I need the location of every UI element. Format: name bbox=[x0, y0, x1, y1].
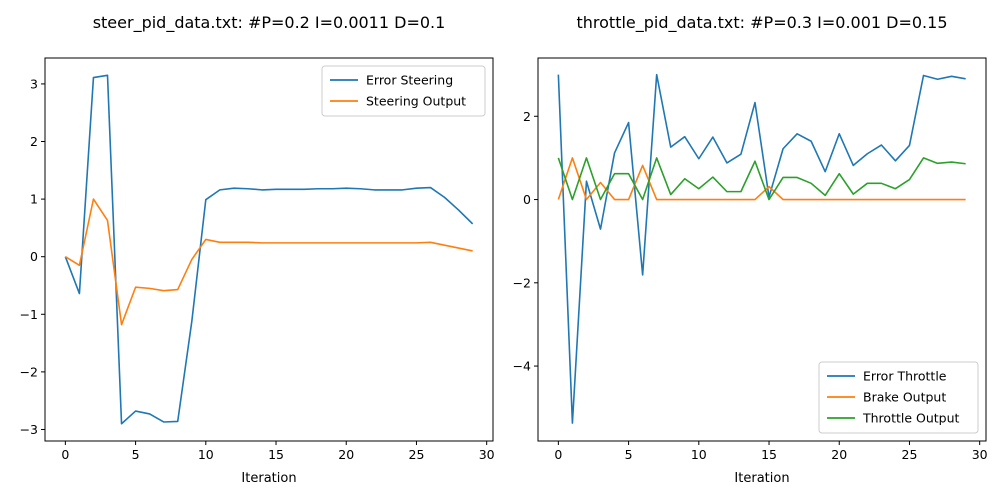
subplot-2: throttle_pid_data.txt: #P=0.3 I=0.001 D=… bbox=[513, 13, 988, 486]
x-tick-label: 30 bbox=[972, 447, 988, 462]
series-line-2 bbox=[557, 157, 966, 201]
y-tick-label: 1 bbox=[30, 192, 38, 207]
legend-entry: Error Throttle bbox=[863, 369, 947, 384]
x-tick-label: 15 bbox=[761, 447, 777, 462]
y-tick-label: −2 bbox=[513, 275, 531, 290]
y-tick-label: 2 bbox=[523, 109, 531, 124]
legend: Error Steering Steering Output bbox=[321, 65, 486, 117]
x-tick-label: 25 bbox=[902, 447, 918, 462]
legend-box bbox=[818, 361, 979, 434]
y-tick-label: −1 bbox=[20, 307, 38, 322]
x-tick-label: 0 bbox=[554, 447, 562, 462]
x-tick-label: 5 bbox=[132, 447, 140, 462]
chart-title: steer_pid_data.txt: #P=0.2 I=0.0011 D=0.… bbox=[93, 13, 446, 33]
x-tick-label: 30 bbox=[479, 447, 495, 462]
plot-frame bbox=[537, 57, 987, 442]
y-tick-label: −4 bbox=[513, 359, 531, 374]
y-tick-label: 2 bbox=[30, 134, 38, 149]
x-axis-label: Iteration bbox=[734, 471, 789, 486]
y-tick-label: −3 bbox=[20, 422, 38, 437]
legend-entry: Steering Output bbox=[366, 94, 466, 109]
x-axis-label: Iteration bbox=[241, 471, 296, 486]
legend-box bbox=[321, 65, 486, 117]
legend-entry: Throttle Output bbox=[862, 411, 960, 426]
plot-frame bbox=[44, 57, 494, 442]
y-tick-label: 0 bbox=[30, 249, 38, 264]
x-tick-label: 10 bbox=[691, 447, 707, 462]
y-tick-label: 3 bbox=[30, 76, 38, 91]
x-tick-label: 10 bbox=[198, 447, 214, 462]
legend: Error Throttle Brake Output Throttle Outpu… bbox=[818, 361, 979, 434]
chart-title: throttle_pid_data.txt: #P=0.3 I=0.001 D=… bbox=[577, 13, 948, 33]
x-tick-label: 5 bbox=[625, 447, 633, 462]
x-tick-label: 25 bbox=[409, 447, 425, 462]
legend-entry: Error Steering bbox=[366, 73, 453, 88]
series-line-1 bbox=[64, 74, 474, 425]
series-line-2 bbox=[64, 198, 473, 326]
y-tick-label: 0 bbox=[523, 192, 531, 207]
y-tick-label: −2 bbox=[20, 364, 38, 379]
x-tick-label: 0 bbox=[61, 447, 69, 462]
x-tick-label: 20 bbox=[831, 447, 847, 462]
series-line-1 bbox=[557, 73, 966, 424]
x-tick-label: 15 bbox=[268, 447, 284, 462]
subplot-1: steer_pid_data.txt: #P=0.2 I=0.0011 D=0.… bbox=[20, 13, 495, 486]
series-line-3 bbox=[557, 157, 966, 201]
x-tick-label: 20 bbox=[338, 447, 354, 462]
legend-entry: Brake Output bbox=[863, 390, 946, 405]
